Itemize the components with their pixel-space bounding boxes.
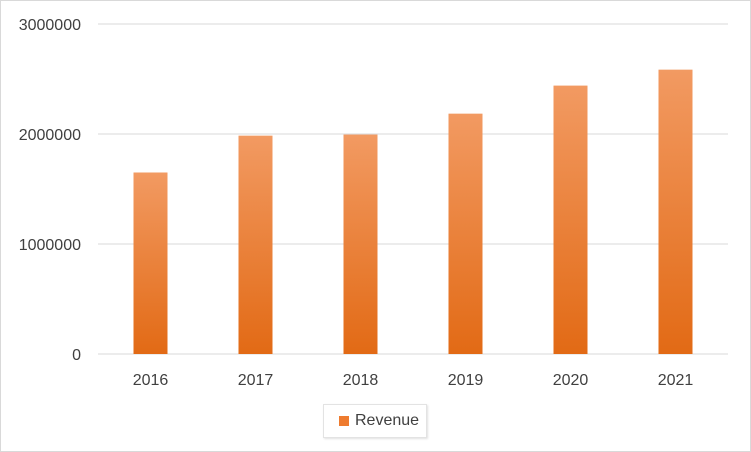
x-tick-label: 2019 — [448, 372, 484, 389]
y-tick-label: 1000000 — [19, 237, 81, 254]
bar-2018 — [343, 134, 378, 354]
bar-2016 — [133, 172, 168, 354]
x-tick-label: 2016 — [133, 372, 169, 389]
bar-2020 — [553, 85, 588, 354]
y-tick-label: 3000000 — [19, 17, 81, 34]
x-tick-label: 2021 — [658, 372, 694, 389]
x-tick-label: 2017 — [238, 372, 274, 389]
legend-swatch — [339, 416, 349, 426]
legend-label-revenue: Revenue — [355, 412, 420, 429]
gridlines — [98, 23, 728, 355]
legend: Revenue — [323, 404, 427, 438]
x-tick-label: 2018 — [343, 372, 379, 389]
y-tick-label: 0 — [72, 347, 81, 364]
x-axis: 2016 2017 2018 2019 2020 2021 — [133, 372, 694, 389]
bar-2021 — [658, 69, 693, 355]
x-tick-label: 2020 — [553, 372, 589, 389]
bar-2019 — [448, 113, 483, 355]
y-tick-label: 2000000 — [19, 127, 81, 144]
bar-2017 — [238, 135, 273, 354]
bar-series-revenue — [133, 69, 693, 355]
y-axis: 0 1000000 2000000 3000000 — [19, 17, 81, 364]
